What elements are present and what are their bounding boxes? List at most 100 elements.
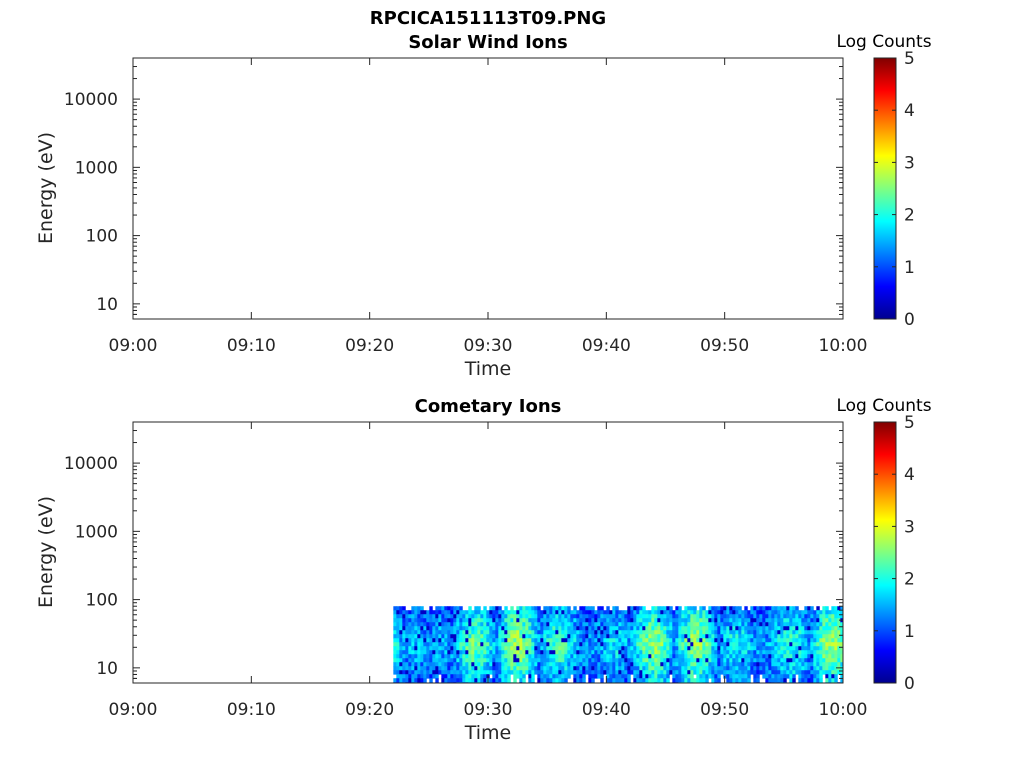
heatmap-cell xyxy=(663,658,667,663)
heatmap-cell xyxy=(579,634,583,639)
heatmap-cell xyxy=(408,630,412,635)
heatmap-cell xyxy=(669,614,673,619)
heatmap-cell xyxy=(531,654,535,659)
heatmap-cell xyxy=(702,674,706,679)
heatmap-cell xyxy=(438,670,442,675)
heatmap-cell xyxy=(504,650,508,655)
heatmap-cell xyxy=(759,658,763,663)
heatmap-cell xyxy=(546,662,550,667)
heatmap-cell xyxy=(444,678,448,683)
heatmap-cell xyxy=(450,662,454,667)
heatmap-cell xyxy=(579,606,583,611)
heatmap-cell xyxy=(771,622,775,627)
heatmap-cell xyxy=(441,662,445,667)
colorbar-tick-label: 0 xyxy=(904,310,915,330)
heatmap-cell xyxy=(669,626,673,631)
heatmap-cell xyxy=(621,674,625,679)
heatmap-cell xyxy=(450,650,454,655)
heatmap-cell xyxy=(468,674,472,679)
heatmap-cell xyxy=(579,674,583,679)
heatmap-cell xyxy=(603,670,607,675)
heatmap-cell xyxy=(588,678,592,683)
heatmap-cell xyxy=(666,638,670,643)
heatmap-cell xyxy=(438,650,442,655)
heatmap-cell xyxy=(765,630,769,635)
heatmap-cell xyxy=(438,642,442,647)
heatmap-cell xyxy=(765,618,769,623)
heatmap-cell xyxy=(645,610,649,615)
heatmap-cell xyxy=(396,678,400,683)
heatmap-cell xyxy=(480,622,484,627)
heatmap-cell xyxy=(576,610,580,615)
heatmap-cell xyxy=(426,634,430,639)
heatmap-cell xyxy=(708,610,712,615)
heatmap-cell xyxy=(519,646,523,651)
heatmap-cell xyxy=(423,658,427,663)
heatmap-cell xyxy=(435,642,439,647)
heatmap-cell xyxy=(627,646,631,651)
heatmap-cell xyxy=(528,670,532,675)
heatmap-cell xyxy=(519,654,523,659)
heatmap-cell xyxy=(453,658,457,663)
heatmap-cell xyxy=(714,610,718,615)
heatmap-cell xyxy=(621,658,625,663)
heatmap-cell xyxy=(615,666,619,671)
heatmap-cell xyxy=(537,666,541,671)
heatmap-cell xyxy=(705,654,709,659)
heatmap-cell xyxy=(597,614,601,619)
heatmap-cell xyxy=(594,622,598,627)
heatmap-cell xyxy=(732,658,736,663)
heatmap-cell xyxy=(663,670,667,675)
heatmap-cell xyxy=(597,646,601,651)
heatmap-cell xyxy=(804,678,808,683)
colorbar-tick-label: 3 xyxy=(904,153,915,173)
heatmap-cell xyxy=(657,634,661,639)
heatmap-cell xyxy=(738,618,742,623)
heatmap-cell xyxy=(405,666,409,671)
heatmap-cell xyxy=(768,606,772,611)
heatmap-cell xyxy=(555,662,559,667)
heatmap-cell xyxy=(561,610,565,615)
heatmap-cell xyxy=(447,646,451,651)
heatmap-cell xyxy=(618,642,622,647)
heatmap-cell xyxy=(552,614,556,619)
heatmap-cell xyxy=(441,610,445,615)
heatmap-cell xyxy=(402,650,406,655)
heatmap-cell xyxy=(642,650,646,655)
heatmap-cell xyxy=(720,618,724,623)
heatmap-cell xyxy=(801,634,805,639)
heatmap-cell xyxy=(768,654,772,659)
heatmap-cell xyxy=(714,666,718,671)
heatmap-cell xyxy=(747,674,751,679)
heatmap-cell xyxy=(594,662,598,667)
heatmap-cell xyxy=(483,670,487,675)
heatmap-cell xyxy=(510,618,514,623)
heatmap-cell xyxy=(828,658,832,663)
heatmap-cell xyxy=(513,678,517,683)
heatmap-cell xyxy=(705,674,709,679)
heatmap-cell xyxy=(402,646,406,651)
heatmap-cell xyxy=(588,642,592,647)
heatmap-cell xyxy=(531,638,535,643)
heatmap-cell xyxy=(513,626,517,631)
heatmap-cell xyxy=(453,650,457,655)
heatmap-cell xyxy=(564,670,568,675)
y-tick-label: 10 xyxy=(96,295,118,315)
heatmap-cell xyxy=(504,670,508,675)
heatmap-cell xyxy=(762,630,766,635)
heatmap-cell xyxy=(810,678,814,683)
heatmap-cell xyxy=(591,670,595,675)
heatmap-cell xyxy=(468,622,472,627)
heatmap-cell xyxy=(753,622,757,627)
heatmap-cell xyxy=(504,666,508,671)
heatmap-cell xyxy=(543,614,547,619)
heatmap-cell xyxy=(726,658,730,663)
heatmap-cell xyxy=(726,650,730,655)
heatmap-cell xyxy=(603,662,607,667)
heatmap-cell xyxy=(828,670,832,675)
heatmap-cell xyxy=(459,654,463,659)
heatmap-cell xyxy=(837,666,841,671)
heatmap-cell xyxy=(810,646,814,651)
heatmap-cell xyxy=(843,634,846,638)
heatmap-cell xyxy=(669,638,673,643)
